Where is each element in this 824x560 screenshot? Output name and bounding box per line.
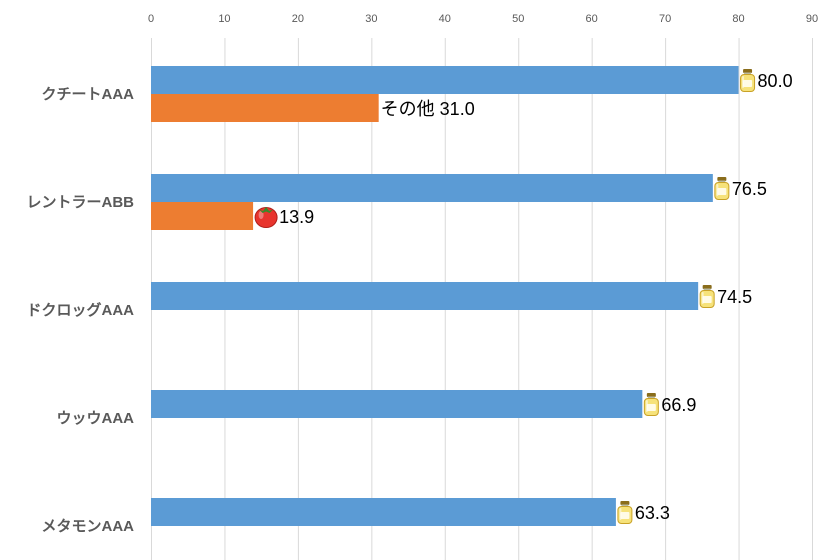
- category-label: レントラーABB: [27, 194, 135, 211]
- x-tick-label: 40: [439, 13, 451, 25]
- data-labels: 80.0 その他 31.0 76.5 13.9 74.5 66.9 63.3: [254, 69, 793, 524]
- honey-jar-icon: [643, 393, 659, 416]
- honey-jar-icon: [617, 501, 633, 524]
- data-label: 13.9: [279, 207, 314, 227]
- x-tick-label: 70: [659, 13, 671, 25]
- category-label: ドクロッグAAA: [27, 301, 135, 319]
- bar-primary: [151, 174, 713, 202]
- bar-primary: [151, 498, 616, 526]
- x-tick-label: 0: [148, 13, 154, 25]
- bar-primary: [151, 390, 643, 418]
- x-tick-label: 20: [292, 13, 304, 25]
- data-label: その他 31.0: [381, 99, 475, 119]
- x-tick-label: 30: [365, 13, 377, 25]
- honey-jar-icon: [699, 285, 715, 308]
- data-label: 66.9: [661, 395, 696, 415]
- honey-jar-icon: [740, 69, 756, 92]
- bars: [151, 66, 739, 526]
- data-label: 74.5: [717, 287, 752, 307]
- bar-secondary: [151, 94, 379, 122]
- bar-primary: [151, 282, 699, 310]
- tomato-icon: [254, 207, 278, 228]
- category-label: メタモンAAA: [42, 518, 135, 535]
- x-tick-label: 50: [512, 13, 524, 25]
- x-tick-label: 60: [586, 13, 598, 25]
- data-label: 76.5: [732, 179, 767, 199]
- data-label: 80.0: [758, 71, 793, 91]
- category-label: クチートAAA: [42, 86, 135, 103]
- x-tick-label: 10: [218, 13, 230, 25]
- bar-primary: [151, 66, 739, 94]
- bar-secondary: [151, 202, 254, 230]
- category-label: ウッウAAA: [57, 410, 135, 427]
- x-tick-label: 80: [732, 13, 744, 25]
- honey-jar-icon: [714, 177, 730, 200]
- x-axis-ticks: 0 10 20 30 40 50 60 70 80 90: [148, 13, 818, 25]
- category-labels: クチートAAA レントラーABB ドクロッグAAA ウッウAAA メタモンAAA: [27, 86, 135, 535]
- data-label: 63.3: [635, 503, 670, 523]
- x-tick-label: 90: [806, 13, 818, 25]
